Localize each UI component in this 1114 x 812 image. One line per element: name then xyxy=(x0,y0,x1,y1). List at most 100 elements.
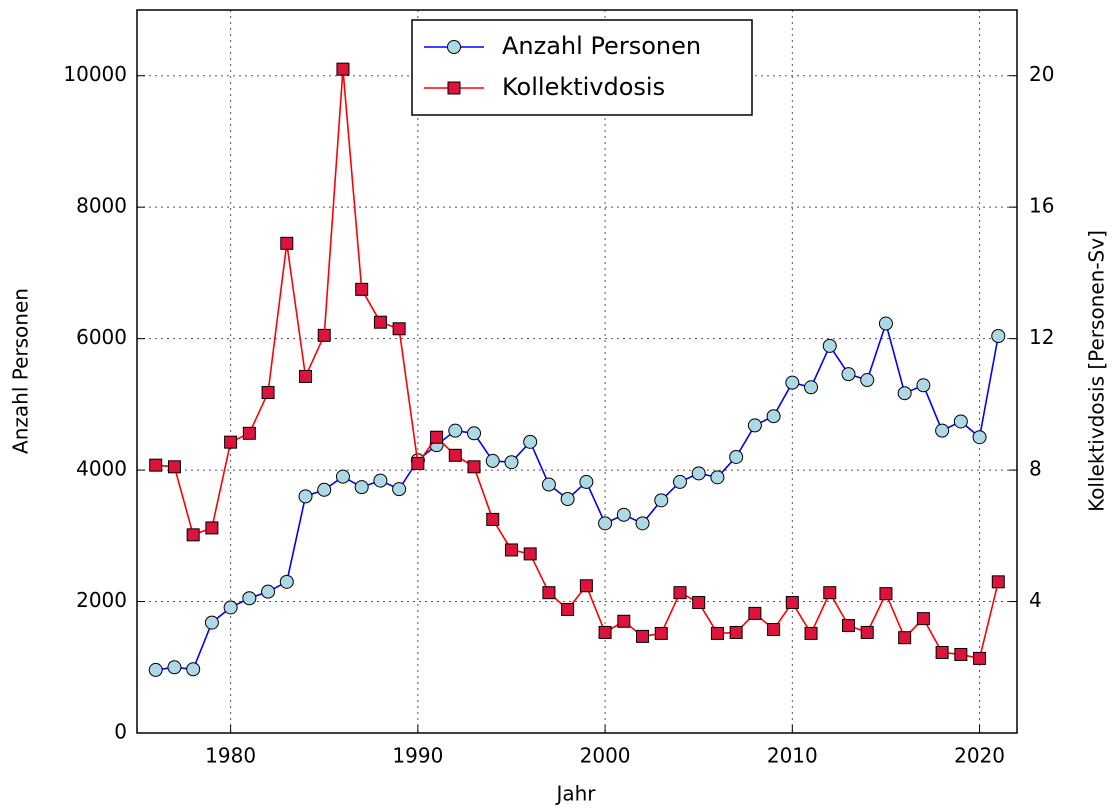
legend-box xyxy=(411,19,753,116)
data-point xyxy=(224,435,238,449)
data-point xyxy=(898,631,912,645)
legend-label: Kollektivdosis xyxy=(502,73,665,101)
data-point xyxy=(149,458,163,472)
series-line xyxy=(155,320,1000,671)
data-point xyxy=(167,460,181,474)
data-point xyxy=(598,516,613,531)
y2-axis-label: Kollektivdosis [Personen-Sv] xyxy=(1085,230,1109,512)
data-point xyxy=(223,600,238,615)
x-tick-label: 2010 xyxy=(767,744,818,768)
series-line xyxy=(155,69,1000,660)
data-point xyxy=(242,591,257,606)
data-point xyxy=(916,612,930,626)
data-point xyxy=(617,614,631,628)
data-point xyxy=(710,470,725,485)
data-point xyxy=(186,528,200,542)
data-point xyxy=(972,430,987,445)
data-point xyxy=(672,474,687,489)
data-point xyxy=(616,507,631,522)
data-point xyxy=(767,622,781,636)
data-point xyxy=(691,466,706,481)
data-point xyxy=(485,453,500,468)
data-point xyxy=(373,315,387,329)
x-axis-label: Jahr xyxy=(554,782,596,806)
data-point xyxy=(542,586,556,600)
y-tick-label: 6000 xyxy=(76,325,127,349)
data-point xyxy=(148,662,163,677)
data-point xyxy=(748,606,762,620)
data-point xyxy=(467,460,481,474)
data-point xyxy=(167,660,182,675)
data-point xyxy=(261,584,276,599)
data-point xyxy=(560,492,575,507)
y-axis-label: Anzahl Personen xyxy=(9,288,33,454)
data-point xyxy=(878,316,893,331)
data-point xyxy=(242,426,256,440)
data-point xyxy=(841,619,855,633)
legend-marker xyxy=(447,81,461,95)
data-point xyxy=(448,423,463,438)
data-point xyxy=(729,625,743,639)
data-point xyxy=(785,375,800,390)
data-point xyxy=(654,626,668,640)
data-point xyxy=(523,434,538,449)
data-point xyxy=(373,473,388,488)
data-point xyxy=(299,369,313,383)
data-point xyxy=(710,626,724,640)
y2-tick-label: 12 xyxy=(1029,325,1054,349)
y2-tick-label: 4 xyxy=(1029,588,1042,612)
data-point xyxy=(504,543,518,557)
data-point xyxy=(897,386,912,401)
y-tick-label: 2000 xyxy=(76,588,127,612)
data-point xyxy=(729,449,744,464)
data-point xyxy=(354,480,369,495)
data-point xyxy=(879,587,893,601)
data-point xyxy=(504,455,519,470)
data-point xyxy=(204,615,219,630)
y2-tick-label: 16 xyxy=(1029,194,1054,218)
data-point xyxy=(411,457,425,471)
data-point xyxy=(747,418,762,433)
data-point xyxy=(822,338,837,353)
legend-marker xyxy=(447,40,461,54)
data-point xyxy=(635,516,650,531)
data-point xyxy=(673,586,687,600)
data-point xyxy=(991,329,1006,344)
data-point xyxy=(953,414,968,429)
data-point xyxy=(785,596,799,610)
data-point xyxy=(692,596,706,610)
data-point xyxy=(935,423,950,438)
data-point xyxy=(336,62,350,76)
data-point xyxy=(579,474,594,489)
data-point xyxy=(598,625,612,639)
data-point xyxy=(335,469,350,484)
data-point xyxy=(280,236,294,250)
data-point xyxy=(261,386,275,400)
data-point xyxy=(392,482,407,497)
y-tick-label: 10000 xyxy=(63,62,127,86)
data-point xyxy=(766,409,781,424)
data-point xyxy=(467,426,482,441)
data-point xyxy=(541,477,556,492)
data-point xyxy=(486,512,500,526)
data-point xyxy=(636,629,650,643)
data-point xyxy=(392,322,406,336)
x-tick-label: 1990 xyxy=(392,744,443,768)
data-point xyxy=(654,493,669,508)
data-point xyxy=(916,378,931,393)
data-point xyxy=(523,547,537,561)
data-point xyxy=(991,575,1005,589)
data-point xyxy=(205,521,219,535)
y2-tick-label: 20 xyxy=(1029,62,1054,86)
x-tick-label: 2000 xyxy=(580,744,631,768)
data-point xyxy=(935,645,949,659)
y2-tick-label: 8 xyxy=(1029,457,1042,481)
data-point xyxy=(804,380,819,395)
data-point xyxy=(355,282,369,296)
plot-frame xyxy=(136,9,1018,734)
data-point xyxy=(448,448,462,462)
x-tick-label: 1980 xyxy=(205,744,256,768)
y-tick-label: 0 xyxy=(114,720,127,744)
data-point xyxy=(823,586,837,600)
